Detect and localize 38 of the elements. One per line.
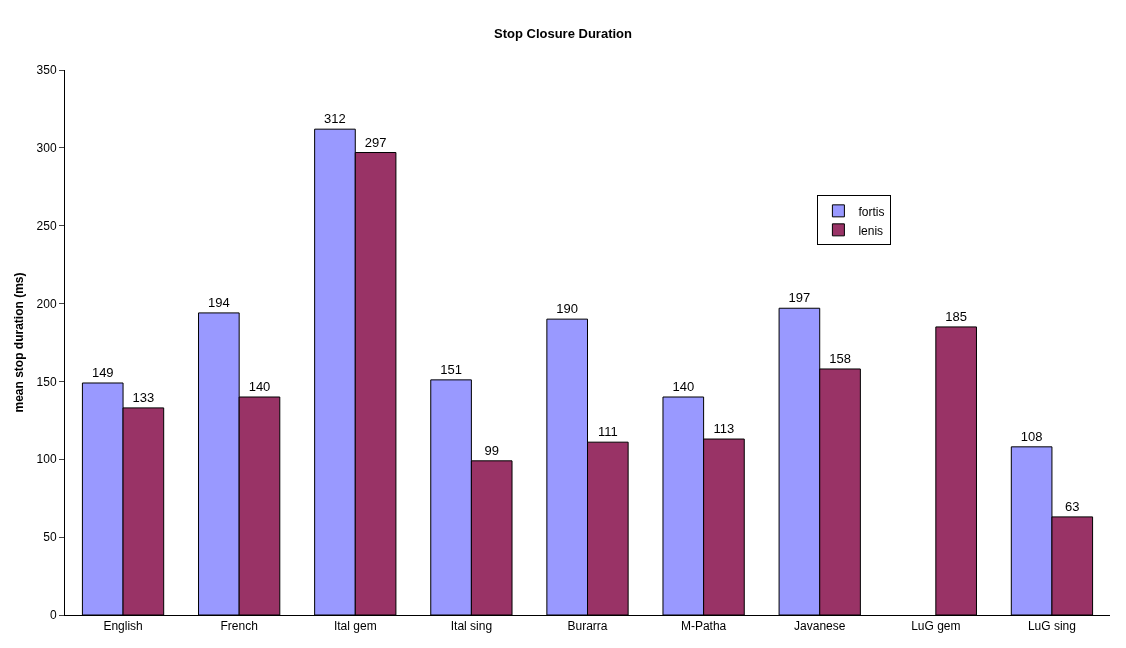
x-tick-label: French xyxy=(220,619,258,634)
x-tick-label: LuG gem xyxy=(911,619,961,634)
y-tick-label: 350 xyxy=(36,63,57,78)
data-label: 140 xyxy=(248,379,271,394)
data-label: 190 xyxy=(556,301,579,317)
x-tick-label: Ital sing xyxy=(450,619,493,634)
x-tick-label: Ital gem xyxy=(333,619,377,634)
data-label: 63 xyxy=(1065,498,1080,514)
x-tick-label: M-Patha xyxy=(680,619,727,634)
y-tick-label: 300 xyxy=(36,141,57,156)
x-tick-label: LuG sing xyxy=(1027,619,1076,634)
y-tick-label: 150 xyxy=(36,374,57,389)
data-label: 312 xyxy=(324,111,346,127)
data-label: 194 xyxy=(208,294,230,310)
data-label: 111 xyxy=(597,424,618,440)
legend-label: fortis xyxy=(858,204,885,219)
data-label: 99 xyxy=(484,442,499,458)
data-label: 113 xyxy=(713,421,735,437)
y-tick-label: 50 xyxy=(43,530,57,545)
data-label: 149 xyxy=(91,364,114,380)
x-tick-label: Javanese xyxy=(794,619,846,634)
x-tick-label: Burarra xyxy=(567,619,608,634)
legend-label: lenis xyxy=(858,223,884,238)
data-label: 297 xyxy=(364,134,387,150)
y-tick-label: 250 xyxy=(36,218,57,233)
data-label: 158 xyxy=(829,350,851,366)
data-label: 197 xyxy=(788,290,811,306)
data-label: 140 xyxy=(672,379,695,394)
data-label: 185 xyxy=(945,308,967,324)
chart-title: Stop Closure Duration xyxy=(494,26,633,42)
x-tick-label: English xyxy=(103,619,143,634)
data-label: 108 xyxy=(1020,428,1043,444)
y-tick-label: 100 xyxy=(36,452,57,467)
y-tick-label: 0 xyxy=(49,608,57,623)
data-label: 133 xyxy=(132,389,155,405)
data-label: 151 xyxy=(440,361,462,377)
y-tick-label: 200 xyxy=(36,296,57,311)
y-axis-title: mean stop duration (ms) xyxy=(11,272,26,413)
